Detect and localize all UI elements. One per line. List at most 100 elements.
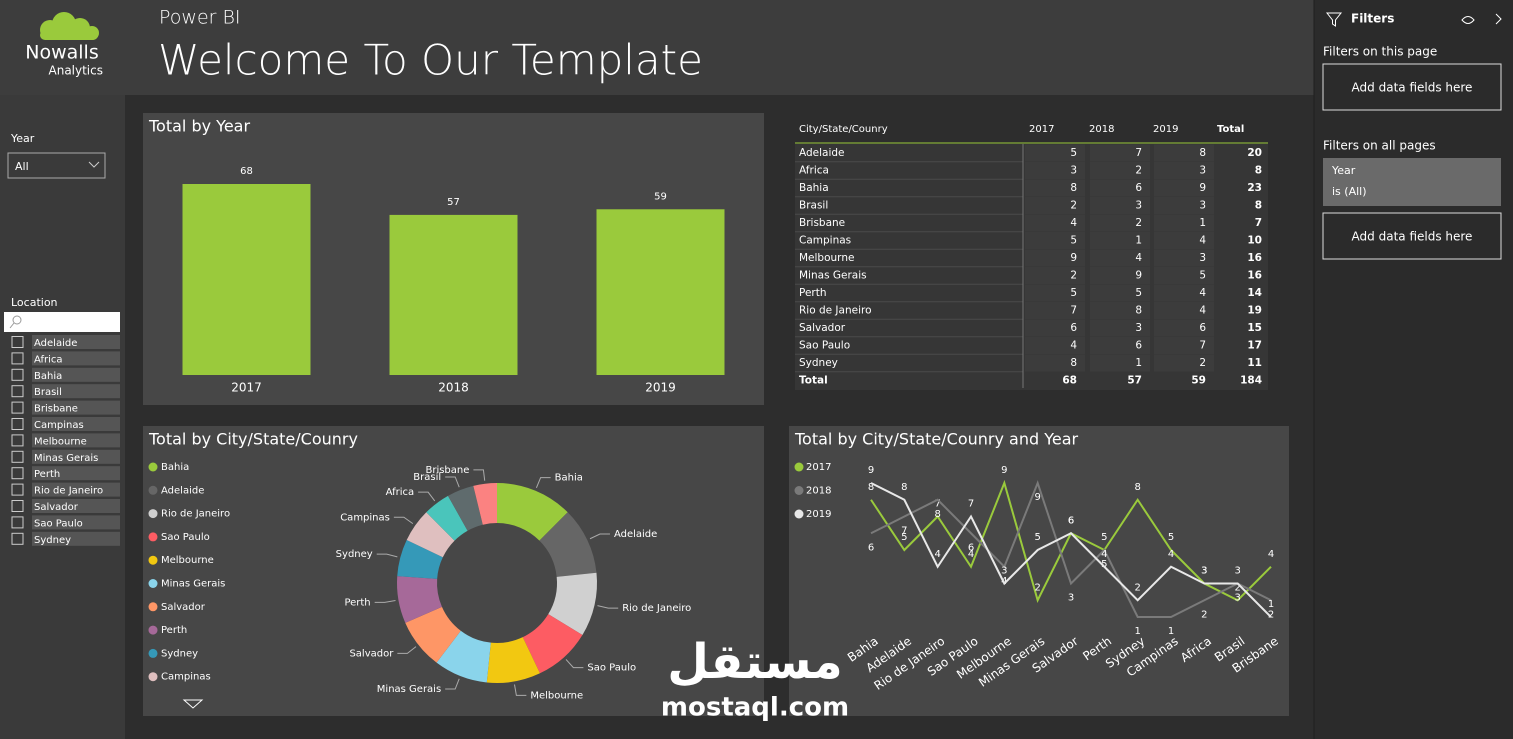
data-label: 4 xyxy=(1001,576,1007,587)
table-cell: 8 xyxy=(1135,305,1142,317)
filter-icon xyxy=(1325,12,1343,27)
checkbox[interactable] xyxy=(11,418,24,430)
data-label: 68 xyxy=(240,166,253,177)
table-cell: 2 xyxy=(1199,357,1206,369)
data-label: 4 xyxy=(1101,549,1107,560)
slice-label: Salvador xyxy=(349,648,394,659)
data-label: 7 xyxy=(934,499,940,510)
slicer-item[interactable]: Perth xyxy=(34,469,60,480)
checkbox[interactable] xyxy=(11,450,24,463)
slice-label: Melbourne xyxy=(530,690,583,701)
table-cell: 8 xyxy=(1255,200,1262,212)
cell-bg xyxy=(1090,214,1150,232)
watermark: مستقل xyxy=(667,634,843,690)
slicer-item[interactable]: Brisbane xyxy=(34,404,78,415)
dropdown-value: All xyxy=(15,160,29,173)
cell-bg xyxy=(1154,267,1214,284)
legend-label: Salvador xyxy=(161,602,206,613)
chart-title: Total by Year xyxy=(148,117,250,136)
slicer-item[interactable]: Salvador xyxy=(34,502,79,513)
table-cell: 7 xyxy=(1199,340,1206,352)
legend-scroll[interactable] xyxy=(182,699,204,709)
checkbox[interactable] xyxy=(11,467,24,480)
slicer-item[interactable]: Rio de Janeiro xyxy=(34,486,103,497)
checkbox[interactable] xyxy=(11,385,24,398)
table-cell: 2 xyxy=(1135,217,1142,229)
filter-card[interactable] xyxy=(1323,158,1501,206)
donut-slice xyxy=(522,614,583,674)
cell-bg xyxy=(1025,179,1085,197)
cell-bg xyxy=(1154,302,1214,319)
data-label: 59 xyxy=(654,191,667,202)
cell-bg xyxy=(1154,232,1214,249)
drop-zone xyxy=(1322,63,1502,111)
slicer-item[interactable]: Adelaide xyxy=(34,338,77,349)
item-bg xyxy=(32,417,120,431)
slicer-item[interactable]: Brasil xyxy=(34,387,62,398)
checkbox[interactable] xyxy=(11,516,24,529)
table-cell: 5 xyxy=(1135,287,1142,299)
table-cell: Sao Paulo xyxy=(799,340,850,352)
table-cell: 4 xyxy=(1199,235,1206,247)
table-cell: 5 xyxy=(1070,147,1077,159)
table-cell: 4 xyxy=(1199,305,1206,317)
checkbox[interactable] xyxy=(11,336,24,348)
slicer-item[interactable]: Campinas xyxy=(34,420,84,431)
cell-bg xyxy=(1090,197,1150,214)
chart-title: Total by City/State/Counry xyxy=(148,430,358,449)
item-bg xyxy=(32,466,120,481)
data-label: 3 xyxy=(1201,566,1207,577)
data-label: 9 xyxy=(1001,465,1007,476)
checkbox[interactable] xyxy=(11,401,24,414)
dropdown[interactable] xyxy=(7,152,106,179)
data-label: 8 xyxy=(901,482,907,493)
item-bg xyxy=(32,351,120,366)
legend-label: 2018 xyxy=(806,486,831,497)
donut-slice xyxy=(405,606,461,663)
checkbox[interactable] xyxy=(11,483,24,496)
bar xyxy=(182,184,311,375)
item-bg xyxy=(32,384,120,399)
slicer-item[interactable]: Bahia xyxy=(34,371,62,382)
item-bg xyxy=(32,499,120,513)
slice-label: Minas Gerais xyxy=(377,684,441,695)
table-cell: 4 xyxy=(1199,287,1206,299)
collapse-icon[interactable] xyxy=(1495,13,1502,25)
cell-bg xyxy=(1154,284,1214,302)
series-line xyxy=(870,482,1272,618)
legend-marker xyxy=(148,532,158,542)
checkbox[interactable] xyxy=(11,368,24,381)
slicer-item[interactable]: Sydney xyxy=(34,535,71,546)
filter-condition: is (All) xyxy=(1332,185,1367,198)
donut-slice xyxy=(406,512,455,558)
table-cell: Total xyxy=(799,375,828,387)
leader-line xyxy=(535,477,551,489)
bar xyxy=(389,214,518,375)
leader-line xyxy=(514,684,527,696)
donut-slice xyxy=(548,572,597,635)
search-box[interactable] xyxy=(4,312,120,332)
checkbox[interactable] xyxy=(11,352,24,365)
checkbox[interactable] xyxy=(11,500,24,512)
slicer-item[interactable]: Africa xyxy=(34,354,63,365)
filters-section: Filters on this page xyxy=(1323,45,1437,59)
legend-marker xyxy=(148,672,158,682)
checkbox[interactable] xyxy=(11,532,24,545)
item-bg xyxy=(32,335,120,349)
table-cell: 3 xyxy=(1199,165,1206,177)
donut-slice xyxy=(486,637,540,683)
cell-bg xyxy=(1025,302,1085,319)
leader-line xyxy=(374,600,396,603)
item-bg xyxy=(32,482,120,497)
header-bar xyxy=(0,0,1314,95)
legend-marker xyxy=(148,625,158,635)
data-label: 6 xyxy=(968,542,974,553)
checkbox[interactable] xyxy=(11,434,24,447)
slicer-item[interactable]: Sao Paulo xyxy=(34,518,83,529)
data-label: 3 xyxy=(1001,566,1007,577)
table-cell: Perth xyxy=(799,287,827,299)
slicer-item[interactable]: Minas Gerais xyxy=(34,453,98,464)
legend-label: Melbourne xyxy=(161,555,214,566)
table-cell: 8 xyxy=(1255,165,1262,177)
slicer-item[interactable]: Melbourne xyxy=(34,436,87,447)
